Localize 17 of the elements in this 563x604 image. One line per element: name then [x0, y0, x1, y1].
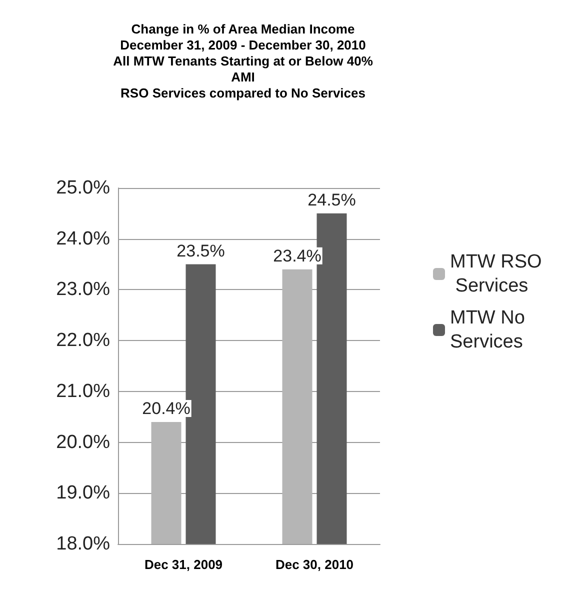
chart-title: Change in % of Area Median Income December 31, 2009 - December 30, 2010 All MTW Tenants Starting at or Below 40% AMI RSO Services compared to No Services [113, 22, 374, 100]
data-label: 24.5% [308, 190, 356, 210]
data-label: 23.5% [176, 241, 225, 260]
y-tick-label: 19.0% [56, 482, 110, 504]
y-tick-label: 18.0% [56, 534, 110, 554]
y-tick-label: 21.0% [56, 380, 110, 402]
y-tick-label: 22.0% [56, 330, 110, 352]
y-tick-label: 23.0% [56, 279, 110, 300]
legend-label: MTW RSO Services [450, 252, 542, 296]
y-tick-label: 25.0% [56, 178, 110, 198]
data-label: 20.4% [142, 398, 190, 418]
legend-label: MTW No Services [450, 308, 530, 352]
data-label: 23.4% [273, 246, 322, 266]
x-tick-label: Dec 30, 2010 [275, 557, 354, 572]
y-tick-label: 20.0% [56, 432, 110, 453]
y-tick-label: 24.0% [56, 228, 110, 250]
x-tick-label: Dec 31, 2009 [144, 557, 223, 572]
